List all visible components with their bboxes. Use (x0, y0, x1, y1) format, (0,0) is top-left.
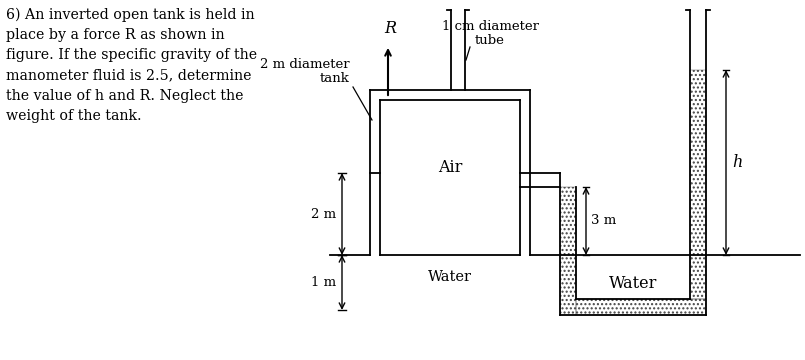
Text: 1 m: 1 m (311, 276, 336, 289)
Text: tube: tube (475, 33, 505, 46)
Text: 3 m: 3 m (591, 215, 617, 228)
Text: Water: Water (609, 274, 657, 292)
Text: 6) An inverted open tank is held in
place by a force R as shown in
figure. If th: 6) An inverted open tank is held in plac… (6, 8, 257, 123)
Text: Air: Air (438, 159, 462, 176)
Text: h: h (732, 154, 742, 171)
Text: tank: tank (320, 72, 350, 85)
Text: 2 m: 2 m (311, 207, 336, 220)
Text: 2 m diameter: 2 m diameter (260, 58, 350, 72)
Text: Water: Water (428, 270, 472, 284)
Text: R: R (384, 20, 396, 37)
Text: 1 cm diameter: 1 cm diameter (441, 19, 539, 32)
